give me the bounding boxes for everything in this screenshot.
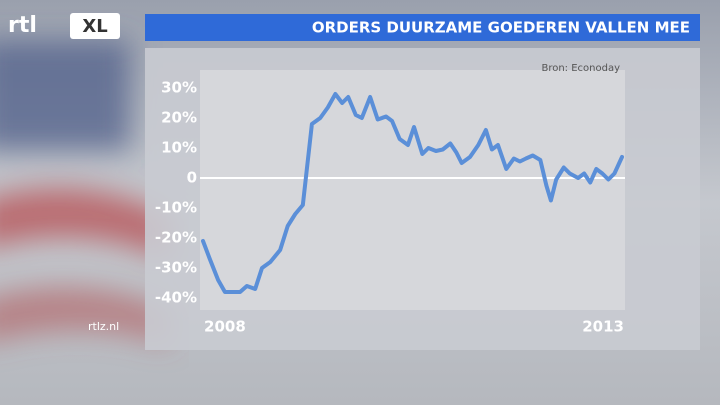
y-tick-label: 20% xyxy=(161,109,197,127)
y-tick-label: -30% xyxy=(155,259,197,277)
data-line xyxy=(201,92,624,294)
website: rtlz.nl xyxy=(88,320,119,333)
source: Bron: Econoday xyxy=(541,63,620,74)
y-tick-label: 30% xyxy=(161,79,197,97)
logo-badge-box xyxy=(70,13,120,39)
logo-text: rtl xyxy=(8,13,37,38)
flag-backdrop xyxy=(0,40,170,345)
logo-badge: XL xyxy=(82,16,107,37)
logo: rtl XL xyxy=(8,13,120,39)
y-tick-label: -40% xyxy=(155,289,197,307)
y-tick-label: -10% xyxy=(155,199,197,217)
y-tick-label: 0 xyxy=(187,169,197,187)
title-bar xyxy=(145,14,700,41)
plot-area xyxy=(200,70,625,310)
y-tick-label: -20% xyxy=(155,229,197,247)
x-tick-label: 2008 xyxy=(204,318,246,336)
chart-title: ORDERS DUURZAME GOEDEREN VALLEN MEE xyxy=(312,19,690,37)
y-tick-label: 10% xyxy=(161,139,197,157)
x-tick-label: 2013 xyxy=(582,318,624,336)
